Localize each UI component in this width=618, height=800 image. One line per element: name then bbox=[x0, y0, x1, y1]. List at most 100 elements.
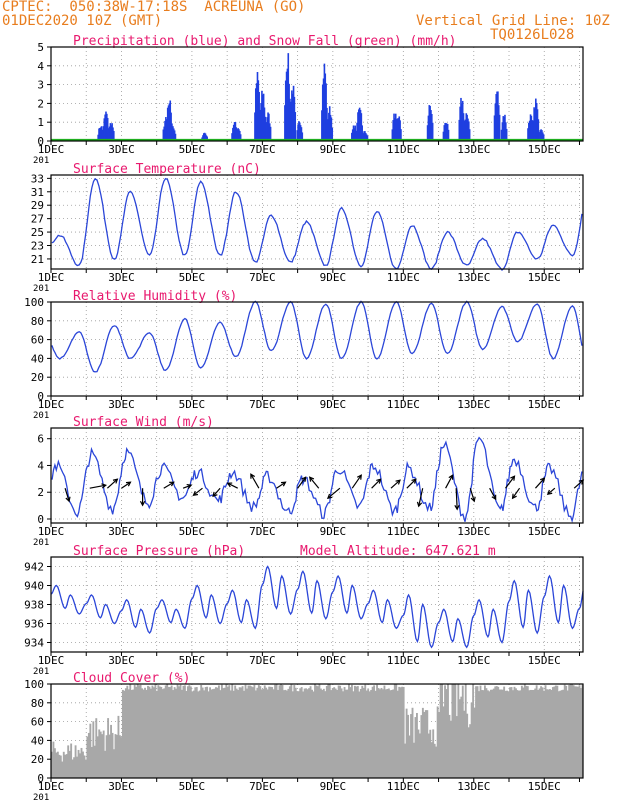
cloud-bar bbox=[517, 690, 520, 778]
cloud-bar bbox=[55, 752, 58, 778]
cloud-bar bbox=[314, 684, 316, 778]
cloud-bar bbox=[312, 691, 315, 778]
cloud-bar bbox=[364, 684, 367, 778]
cloud-bar bbox=[315, 685, 318, 778]
x-tick-label: 5DEC bbox=[179, 398, 206, 411]
cloud-bar bbox=[411, 707, 414, 778]
precip-bar bbox=[494, 103, 497, 141]
cloud-bar bbox=[342, 691, 344, 778]
x-tick-label: 7DEC bbox=[249, 654, 276, 667]
cloud-bar bbox=[101, 734, 104, 778]
precip-bar bbox=[111, 123, 113, 141]
precip-bar bbox=[396, 118, 399, 141]
cloud-bar bbox=[568, 684, 571, 778]
y-tick-label: 100 bbox=[24, 296, 44, 309]
cloud-bar bbox=[148, 686, 151, 778]
cloud-bar bbox=[333, 687, 336, 778]
x-tick-label: 5DEC bbox=[179, 143, 206, 156]
cloud-bar bbox=[86, 736, 89, 778]
cloud-bar bbox=[191, 691, 194, 778]
precip-bar bbox=[462, 113, 465, 141]
cloud-bar bbox=[157, 685, 160, 778]
wind-arrow bbox=[309, 476, 320, 489]
panel-2: 0 20 40 60 80 100 1DEC 3DEC 5DEC 7DEC 9DEC 11DEC 13D… bbox=[24, 289, 584, 421]
plot-frame bbox=[50, 556, 584, 653]
cloud-bar bbox=[265, 687, 268, 778]
cloud-bar bbox=[528, 690, 531, 778]
wind-arrow-head bbox=[356, 474, 362, 480]
precip-bar bbox=[500, 129, 503, 141]
precip-bar bbox=[291, 90, 293, 141]
cloud-bar bbox=[62, 751, 65, 778]
x-tick-label: 9DEC bbox=[320, 271, 347, 284]
precip-bar bbox=[260, 103, 262, 141]
precip-bar bbox=[255, 83, 258, 141]
wind-arrow-head bbox=[491, 494, 497, 501]
precip-bar bbox=[99, 127, 101, 141]
precip-bar bbox=[360, 113, 363, 141]
precip-bar bbox=[444, 122, 446, 141]
cloud-bar bbox=[510, 687, 513, 778]
cloud-bar bbox=[500, 689, 503, 778]
cloud-bar bbox=[483, 685, 486, 778]
cloud-bar bbox=[296, 691, 299, 778]
x-tick-label: 5DEC bbox=[179, 780, 206, 793]
cloud-bar bbox=[185, 690, 188, 778]
cloud-bar bbox=[198, 690, 201, 778]
precip-bar bbox=[110, 125, 113, 141]
x-year-label: 201 bbox=[33, 793, 49, 800]
wind-arrow-head bbox=[280, 481, 287, 487]
precip-bar bbox=[503, 116, 505, 141]
cloud-bar bbox=[556, 685, 559, 778]
cloud-bar bbox=[53, 748, 56, 778]
cloud-bar bbox=[466, 713, 469, 778]
cloud-bar bbox=[392, 689, 395, 778]
cloud-bar bbox=[166, 684, 169, 778]
precip-bar bbox=[359, 109, 362, 141]
precip-bar bbox=[261, 90, 263, 141]
precip-bar bbox=[536, 109, 539, 141]
cloud-bar bbox=[531, 689, 534, 778]
cloud-bar bbox=[322, 688, 325, 778]
precip-bar bbox=[206, 136, 208, 141]
cloud-bar bbox=[284, 689, 287, 778]
cloud-bar bbox=[58, 754, 61, 778]
plot-frame bbox=[50, 46, 584, 142]
cloud-bar bbox=[550, 689, 553, 778]
precip-bar bbox=[468, 129, 471, 141]
precip-bar bbox=[169, 100, 172, 141]
cloud-bar bbox=[463, 710, 466, 778]
cloud-bar bbox=[546, 689, 548, 778]
cloud-bar bbox=[96, 736, 99, 778]
cloud-bar bbox=[176, 684, 179, 778]
cloud-bar bbox=[135, 686, 138, 778]
cloud-bar bbox=[337, 685, 340, 778]
cloud-bar bbox=[398, 686, 401, 778]
cloud-bar bbox=[287, 688, 290, 778]
panel-0: 0 1 2 3 4 5 1DEC 3DEC 5DEC 7DEC 9DEC 11DEC 13DEC 15DE… bbox=[33, 34, 584, 166]
y-tick-label: 4 bbox=[37, 60, 44, 73]
precip-bar bbox=[330, 117, 333, 141]
precip-bar bbox=[170, 112, 172, 141]
x-tick-label: 1DEC bbox=[38, 398, 65, 411]
cloud-bar bbox=[519, 690, 522, 778]
cloud-bar bbox=[152, 687, 155, 778]
cloud-bar bbox=[144, 687, 146, 778]
precip-bar bbox=[361, 125, 363, 141]
header-station: CPTEC: 050:38W-17:18S ACREUNA (GO) bbox=[2, 0, 306, 15]
precip-bar bbox=[399, 120, 401, 141]
wind-arrow-head bbox=[411, 478, 417, 484]
cloud-bar bbox=[494, 686, 497, 778]
wind-arrow bbox=[227, 482, 238, 489]
precip-bar bbox=[496, 91, 498, 141]
cloud-bar bbox=[515, 688, 517, 778]
x-tick-label: 13DEC bbox=[457, 780, 490, 793]
precip-bar bbox=[268, 123, 271, 141]
precip-bar bbox=[298, 122, 301, 141]
cloud-bar bbox=[572, 685, 575, 778]
cloud-bar bbox=[250, 686, 253, 778]
precip-bar bbox=[365, 134, 368, 141]
cloud-bar bbox=[104, 750, 107, 778]
wind-arrow bbox=[390, 479, 401, 489]
plot-frame bbox=[50, 301, 584, 397]
